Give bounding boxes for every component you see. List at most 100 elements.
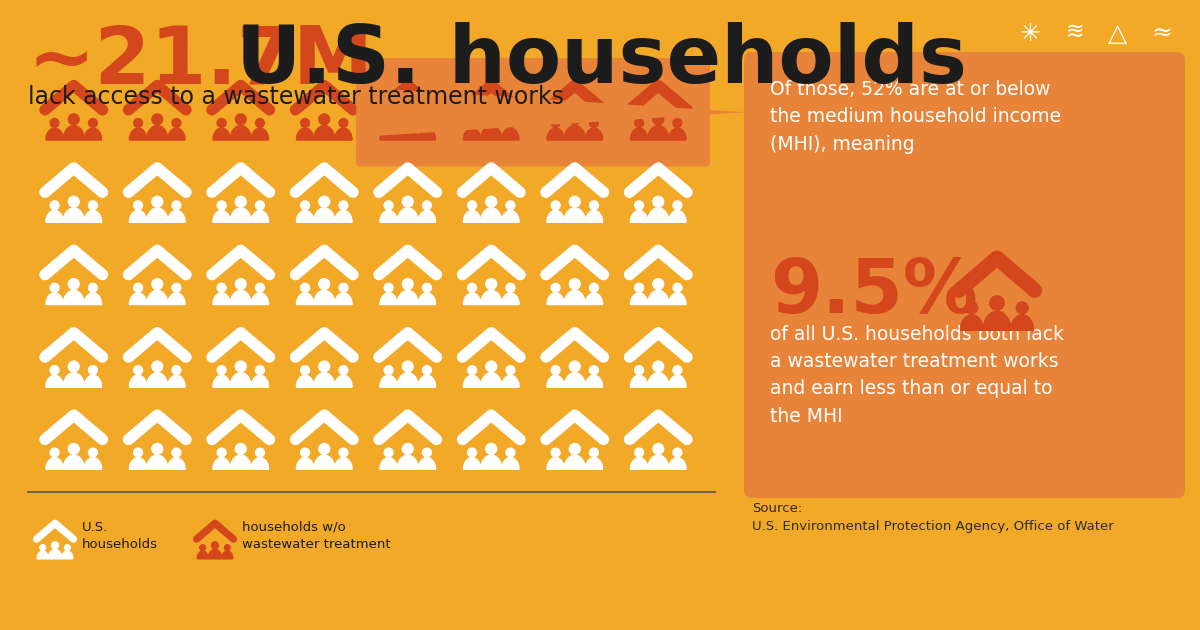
Polygon shape — [586, 375, 602, 387]
Polygon shape — [146, 455, 168, 469]
Circle shape — [65, 545, 71, 551]
Polygon shape — [37, 551, 48, 558]
Polygon shape — [419, 457, 436, 469]
Polygon shape — [46, 457, 64, 469]
Polygon shape — [84, 293, 102, 304]
Polygon shape — [146, 125, 168, 140]
Text: 9.5%: 9.5% — [770, 256, 978, 329]
Polygon shape — [380, 128, 397, 140]
Circle shape — [235, 278, 246, 290]
Circle shape — [589, 201, 599, 210]
Polygon shape — [64, 455, 84, 469]
Circle shape — [635, 448, 643, 457]
Circle shape — [384, 118, 394, 127]
Polygon shape — [668, 293, 686, 304]
Circle shape — [235, 444, 246, 454]
Circle shape — [172, 448, 181, 457]
Polygon shape — [146, 208, 168, 222]
Polygon shape — [130, 293, 146, 304]
Polygon shape — [960, 314, 983, 330]
Circle shape — [673, 284, 682, 292]
Polygon shape — [630, 210, 648, 222]
Circle shape — [635, 284, 643, 292]
Polygon shape — [668, 375, 686, 387]
Circle shape — [402, 444, 413, 454]
Polygon shape — [130, 457, 146, 469]
Circle shape — [256, 118, 264, 127]
Circle shape — [301, 201, 310, 210]
Polygon shape — [212, 293, 230, 304]
Polygon shape — [296, 457, 313, 469]
Text: △: △ — [1109, 22, 1128, 46]
Polygon shape — [84, 375, 102, 387]
Circle shape — [569, 361, 580, 372]
Polygon shape — [630, 293, 648, 304]
Polygon shape — [397, 125, 419, 140]
Circle shape — [172, 366, 181, 375]
Polygon shape — [463, 210, 481, 222]
Polygon shape — [547, 128, 564, 140]
Polygon shape — [502, 210, 520, 222]
Polygon shape — [251, 375, 269, 387]
Circle shape — [990, 296, 1004, 310]
Circle shape — [301, 284, 310, 292]
Polygon shape — [64, 290, 84, 304]
Text: ≈: ≈ — [1152, 22, 1172, 46]
Circle shape — [133, 201, 143, 210]
Circle shape — [68, 114, 79, 125]
Polygon shape — [296, 375, 313, 387]
Circle shape — [402, 197, 413, 207]
Polygon shape — [648, 455, 668, 469]
Circle shape — [486, 197, 497, 207]
Polygon shape — [313, 455, 335, 469]
Polygon shape — [380, 375, 397, 387]
Circle shape — [551, 448, 560, 457]
Polygon shape — [335, 457, 352, 469]
Circle shape — [673, 118, 682, 127]
Circle shape — [486, 361, 497, 372]
Polygon shape — [168, 128, 185, 140]
Text: ~21.7M: ~21.7M — [28, 22, 374, 100]
Circle shape — [217, 201, 226, 210]
Polygon shape — [230, 208, 251, 222]
Polygon shape — [313, 125, 335, 140]
Polygon shape — [61, 551, 73, 558]
Circle shape — [422, 284, 431, 292]
Circle shape — [338, 201, 348, 210]
Polygon shape — [335, 128, 352, 140]
Polygon shape — [547, 293, 564, 304]
Text: ≋: ≋ — [1066, 22, 1085, 42]
Polygon shape — [547, 210, 564, 222]
Polygon shape — [397, 208, 419, 222]
Circle shape — [673, 366, 682, 375]
Polygon shape — [564, 373, 586, 387]
Polygon shape — [380, 210, 397, 222]
Circle shape — [256, 366, 264, 375]
Circle shape — [384, 284, 394, 292]
Circle shape — [338, 284, 348, 292]
Polygon shape — [230, 373, 251, 387]
Circle shape — [551, 118, 560, 127]
Circle shape — [673, 448, 682, 457]
Polygon shape — [64, 373, 84, 387]
Circle shape — [319, 114, 330, 125]
Circle shape — [402, 114, 413, 125]
Polygon shape — [586, 128, 602, 140]
Text: of all U.S. households both lack
a wastewater treatment works
and earn less than: of all U.S. households both lack a waste… — [770, 325, 1064, 426]
Circle shape — [468, 118, 476, 127]
Circle shape — [589, 284, 599, 292]
Text: lack access to a wastewater treatment works: lack access to a wastewater treatment wo… — [28, 85, 564, 109]
Polygon shape — [397, 290, 419, 304]
Polygon shape — [335, 293, 352, 304]
Polygon shape — [168, 457, 185, 469]
Circle shape — [256, 284, 264, 292]
Polygon shape — [251, 293, 269, 304]
Circle shape — [468, 201, 476, 210]
Circle shape — [217, 366, 226, 375]
Circle shape — [172, 201, 181, 210]
Circle shape — [673, 201, 682, 210]
Circle shape — [211, 542, 218, 549]
Polygon shape — [419, 210, 436, 222]
Polygon shape — [197, 551, 209, 558]
Circle shape — [338, 118, 348, 127]
